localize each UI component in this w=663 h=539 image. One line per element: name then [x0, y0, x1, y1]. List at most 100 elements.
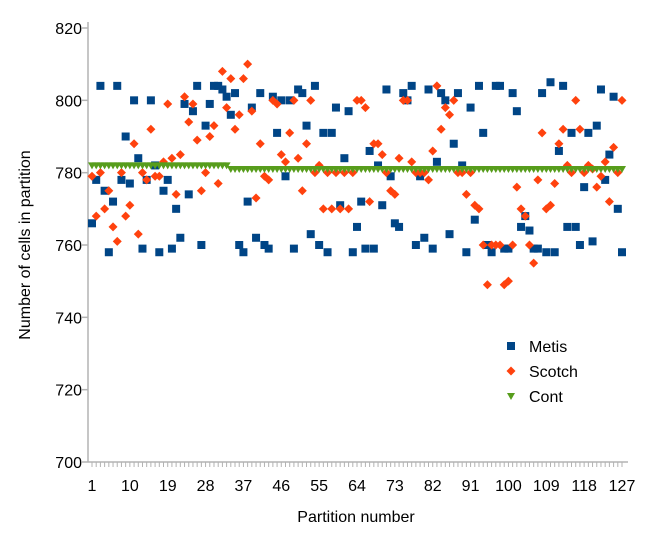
scotch-point	[95, 168, 105, 178]
scotch-point	[104, 186, 114, 196]
scotch-point	[154, 171, 164, 181]
metis-point	[554, 146, 563, 155]
x-tick-label: 19	[159, 478, 177, 495]
metis-point	[563, 222, 572, 231]
metis-point	[315, 241, 324, 249]
metis-point	[231, 89, 240, 98]
legend: Metis Scotch Cont	[506, 339, 578, 406]
scotch-point	[554, 139, 564, 149]
metis-point	[550, 248, 559, 257]
scotch-point	[163, 99, 173, 109]
scotch-point	[360, 103, 370, 113]
metis-point	[209, 81, 218, 90]
scotch-point	[512, 182, 522, 192]
scotch-point	[609, 142, 619, 152]
metis-point	[243, 197, 252, 206]
scotch-point	[327, 204, 337, 214]
scotch-point	[280, 157, 290, 167]
metis-point	[428, 244, 437, 253]
metis-point	[109, 197, 118, 206]
metis-point	[613, 204, 622, 213]
metis-point	[407, 81, 416, 90]
scotch-point	[394, 153, 404, 163]
metis-point	[138, 244, 147, 253]
metis-point	[277, 96, 286, 105]
x-tick-label: 37	[235, 478, 253, 495]
metis-point	[445, 230, 454, 239]
scotch-point	[272, 99, 282, 109]
metis-point	[365, 146, 374, 155]
scotch-point	[247, 106, 257, 116]
y-tick-label: 720	[55, 383, 82, 400]
scotch-point	[167, 153, 177, 163]
scotch-point	[520, 211, 530, 221]
metis-point	[226, 110, 235, 119]
scotch-point	[264, 175, 274, 185]
scotch-point	[365, 197, 375, 207]
metis-point	[571, 222, 580, 231]
metis-point	[176, 233, 185, 242]
metis-point	[88, 219, 96, 228]
metis-point	[491, 81, 500, 90]
scotch-point	[289, 95, 299, 105]
metis-point	[453, 89, 462, 98]
scotch-point	[495, 240, 505, 250]
metis-point	[353, 222, 361, 231]
metis-point	[201, 121, 210, 130]
x-tick-label: 100	[495, 478, 522, 495]
metis-point	[327, 128, 336, 137]
metis-point	[618, 248, 626, 257]
scotch-point	[129, 139, 139, 149]
scotch-point	[276, 150, 286, 160]
scotch-point	[171, 189, 181, 199]
scotch-point	[449, 95, 459, 105]
metis-point	[479, 128, 488, 137]
scotch-point	[243, 59, 253, 69]
metis-point	[374, 161, 383, 170]
y-axis-title: Number of cells in partition	[17, 150, 34, 339]
scotch-point	[432, 81, 442, 91]
metis-point	[458, 161, 467, 170]
metis-point	[205, 99, 214, 108]
metis-point	[605, 150, 614, 159]
metis-point	[487, 248, 496, 257]
metis-point	[172, 204, 181, 213]
metis-point	[500, 244, 509, 253]
scotch-point	[285, 128, 295, 138]
scotch-point	[188, 99, 198, 109]
metis-point	[294, 85, 303, 94]
scotch-point	[478, 240, 488, 250]
scotch-point	[424, 175, 434, 185]
legend-marker-scotch	[506, 366, 516, 376]
x-tick-label: 127	[609, 478, 636, 495]
scotch-point	[344, 204, 354, 214]
scotch-point	[293, 153, 303, 163]
metis-point	[256, 89, 265, 98]
metis-point	[378, 201, 387, 210]
metis-point	[235, 241, 244, 249]
scotch-point	[440, 103, 450, 113]
scotch-point	[133, 229, 143, 239]
scotch-point	[596, 171, 606, 181]
scotch-point	[377, 150, 387, 160]
metis-point	[525, 226, 534, 235]
metis-point	[163, 175, 172, 184]
axes: 700 720 740 760 780 800 820 1 10 19 28 37 46 55 64 73 82…	[55, 21, 635, 495]
metis-point	[369, 244, 378, 253]
legend-label-metis: Metis	[529, 339, 567, 356]
metis-point	[399, 89, 408, 98]
scotch-point	[234, 110, 244, 120]
scotch-point	[436, 124, 446, 134]
y-tick-label: 820	[55, 21, 82, 38]
legend-label-scotch: Scotch	[529, 364, 578, 381]
scotch-point	[600, 157, 610, 167]
metis-point	[302, 121, 311, 130]
cont-point	[222, 162, 231, 170]
metis-point	[538, 89, 547, 98]
metis-point	[273, 128, 282, 137]
metis-point	[281, 172, 290, 181]
x-tick-label: 82	[424, 478, 442, 495]
metis-point	[155, 248, 164, 257]
scotch-point	[335, 204, 345, 214]
scotch-point	[575, 124, 585, 134]
